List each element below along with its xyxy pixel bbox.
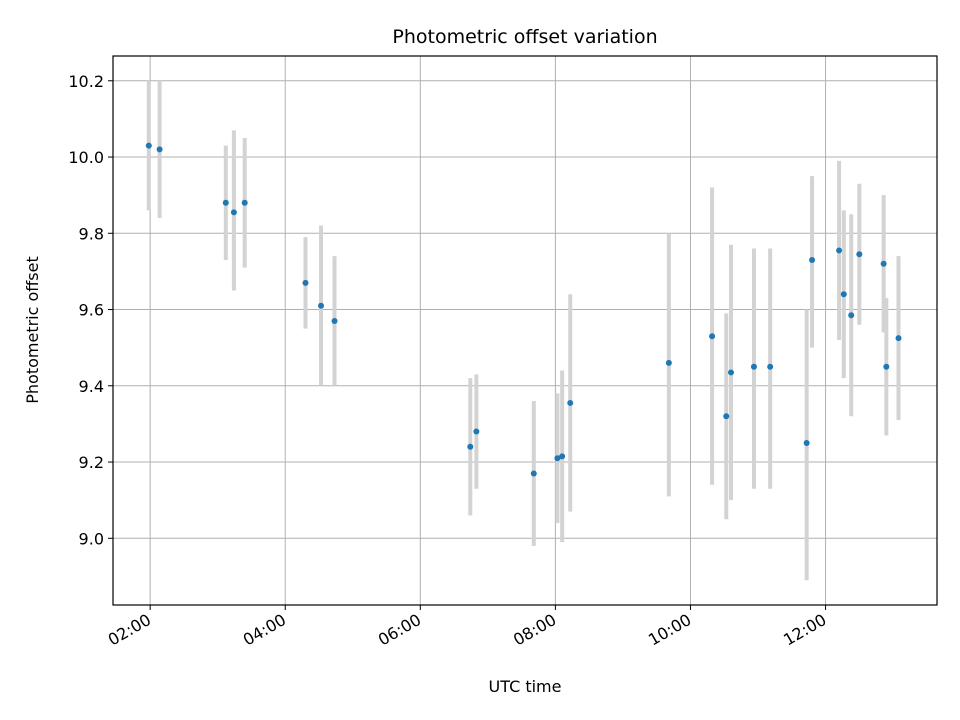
- data-point: [665, 359, 672, 366]
- data-point: [554, 455, 561, 462]
- data-point: [895, 335, 902, 342]
- grid: [113, 56, 937, 605]
- data-point: [803, 439, 810, 446]
- data-points: [145, 142, 902, 477]
- y-tick-label: 10.2: [68, 72, 104, 91]
- data-point: [467, 443, 474, 450]
- data-point: [230, 209, 237, 216]
- data-point: [222, 199, 229, 206]
- data-point: [767, 363, 774, 370]
- y-axis-ticks: 9.0 9.2 9.4 9.6 9.8 10.0 10.2: [68, 72, 113, 548]
- data-point: [750, 363, 757, 370]
- x-axis-title: UTC time: [489, 677, 562, 696]
- y-tick-label: 9.4: [79, 377, 104, 396]
- data-point: [559, 453, 566, 460]
- y-tick-label: 9.8: [79, 224, 104, 243]
- data-point: [848, 312, 855, 319]
- data-point: [880, 260, 887, 267]
- data-point: [809, 256, 816, 263]
- y-tick-label: 10.0: [68, 148, 104, 167]
- data-point: [156, 146, 163, 153]
- y-axis-title: Photometric offset: [23, 256, 42, 404]
- data-point: [302, 279, 309, 286]
- data-point: [883, 363, 890, 370]
- data-point: [709, 333, 716, 340]
- data-point: [241, 199, 248, 206]
- data-point: [856, 251, 863, 258]
- data-point: [567, 399, 574, 406]
- y-tick-label: 9.0: [79, 529, 104, 548]
- plot-frame: [112, 55, 938, 606]
- data-point: [723, 413, 730, 420]
- data-point: [473, 428, 480, 435]
- y-tick-label: 9.2: [79, 453, 104, 472]
- chart-title: Photometric offset variation: [392, 26, 657, 48]
- data-point: [840, 291, 847, 298]
- data-point: [728, 369, 734, 376]
- data-point: [145, 142, 152, 149]
- data-point: [836, 247, 843, 254]
- y-tick-label: 9.6: [79, 301, 104, 320]
- data-point: [530, 470, 537, 477]
- data-point: [318, 302, 325, 309]
- data-point: [331, 317, 338, 324]
